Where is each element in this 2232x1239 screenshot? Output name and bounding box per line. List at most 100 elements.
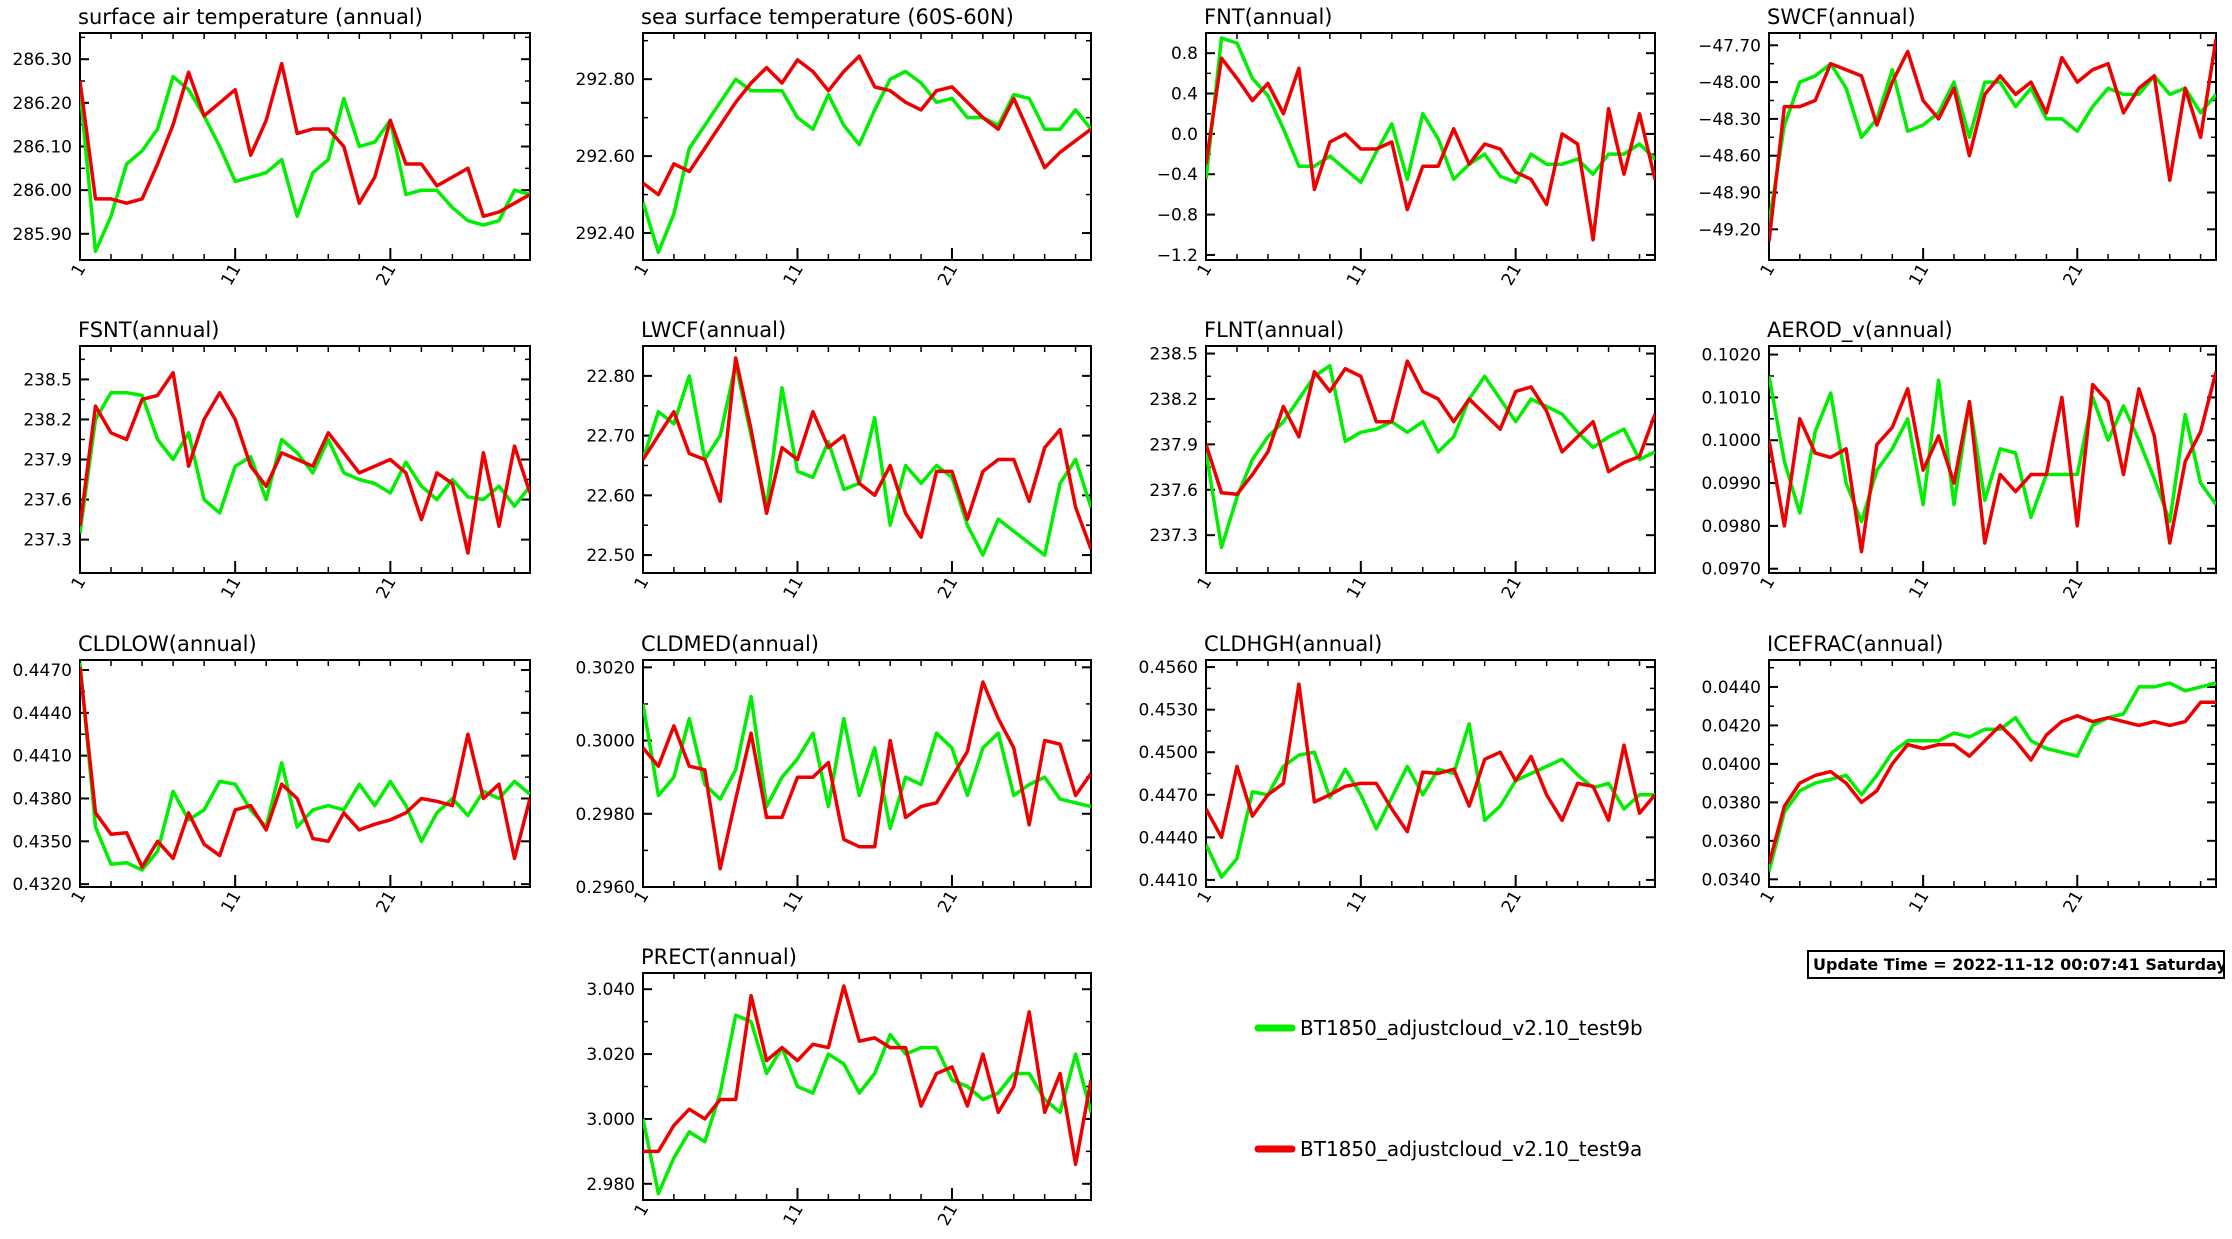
- x-tick-label: 1: [68, 261, 91, 280]
- x-tick-label: 21: [934, 1201, 962, 1230]
- x-tick-label: 21: [373, 574, 401, 603]
- chart-title: FLNT(annual): [1204, 318, 1344, 342]
- plot-frame: [1768, 32, 2217, 261]
- series-line: [1769, 375, 2216, 524]
- plot-frame: [79, 659, 531, 888]
- chart-panel: CLDLOW(annual) 0.4470 0.4440 0.4410 0.4380 0.…: [13, 632, 531, 916]
- chart-panel: AEROD_v(annual) 0.1020 0.1010 0.1000 0.0990 0…: [1702, 318, 2217, 603]
- series-line: [1206, 682, 1655, 840]
- y-tick-label: 238.2: [23, 410, 72, 430]
- chart-title: LWCF(annual): [641, 318, 786, 342]
- legend-label: BT1850_adjustcloud_v2.10_test9a: [1300, 1137, 1642, 1161]
- y-tick-label: 238.5: [23, 370, 72, 390]
- series-line: [80, 61, 530, 219]
- x-tick-label: 1: [631, 888, 654, 907]
- y-tick-label: 0.4440: [1139, 828, 1198, 848]
- y-tick-label: −47.70: [1698, 36, 1761, 56]
- y-tick-label: 0.1000: [1702, 431, 1761, 451]
- y-tick-label: −48.90: [1698, 184, 1761, 204]
- y-tick-label: 0.4: [1171, 85, 1198, 105]
- x-tick-label: 21: [2059, 574, 2087, 603]
- y-tick-label: 0.4350: [13, 832, 72, 852]
- x-tick-label: 1: [1194, 888, 1217, 907]
- series-line: [643, 69, 1091, 255]
- y-tick-label: 0.4470: [13, 661, 72, 681]
- legend-label: BT1850_adjustcloud_v2.10_test9b: [1300, 1016, 1643, 1040]
- chart-title: CLDHGH(annual): [1204, 632, 1382, 656]
- x-tick-label: 21: [2059, 888, 2087, 917]
- chart-title: surface air temperature (annual): [78, 5, 423, 29]
- plot-frame: [642, 32, 1092, 261]
- y-tick-label: 0.8: [1171, 44, 1198, 64]
- y-tick-label: 0.4470: [1139, 786, 1198, 806]
- chart-title: CLDMED(annual): [641, 632, 819, 656]
- y-tick-label: 0.2960: [576, 878, 635, 898]
- chart-title: AEROD_v(annual): [1767, 318, 1953, 343]
- x-tick-label: 21: [934, 261, 962, 290]
- x-tick-label: 11: [1343, 888, 1371, 917]
- y-tick-label: 0.2980: [576, 805, 635, 825]
- y-tick-label: 2.980: [586, 1175, 635, 1195]
- y-tick-label: 0.1010: [1702, 388, 1761, 408]
- x-tick-label: 21: [373, 261, 401, 290]
- y-tick-label: 237.9: [1149, 435, 1198, 455]
- y-tick-label: −48.30: [1698, 110, 1761, 130]
- y-tick-label: 238.5: [1149, 345, 1198, 365]
- plot-frame: [1205, 345, 1656, 574]
- x-tick-label: 1: [631, 1201, 654, 1220]
- plot-frame: [79, 345, 531, 574]
- y-tick-label: 286.10: [13, 138, 72, 158]
- plot-frame: [1768, 345, 2217, 574]
- y-tick-label: 292.80: [576, 70, 635, 90]
- series-line: [1769, 700, 2216, 865]
- plot-frame: [79, 32, 531, 261]
- y-tick-label: 238.2: [1149, 390, 1198, 410]
- y-tick-label: 22.60: [586, 486, 635, 506]
- series-line: [1769, 681, 2216, 873]
- x-tick-label: 11: [1905, 888, 1933, 917]
- y-tick-label: −49.20: [1698, 220, 1761, 240]
- plot-frame: [642, 972, 1092, 1201]
- x-tick-label: 1: [1757, 888, 1780, 907]
- x-tick-label: 1: [631, 574, 654, 593]
- series-line: [1206, 722, 1655, 879]
- x-tick-label: 1: [631, 261, 654, 280]
- y-tick-label: 0.0: [1171, 125, 1198, 145]
- series-line: [1206, 363, 1655, 550]
- y-tick-label: 0.0400: [1702, 755, 1761, 775]
- series-line: [80, 74, 530, 254]
- y-tick-label: 237.3: [23, 531, 72, 551]
- y-tick-label: 0.0970: [1702, 560, 1761, 580]
- y-tick-label: 237.9: [23, 451, 72, 471]
- x-tick-label: 1: [1757, 261, 1780, 280]
- plot-frame: [1768, 659, 2217, 888]
- legend-entry: BT1850_adjustcloud_v2.10_test9a: [1254, 1137, 1642, 1161]
- series-line: [643, 694, 1091, 831]
- series-line: [643, 680, 1091, 871]
- series-line: [643, 356, 1091, 550]
- chart-title: ICEFRAC(annual): [1767, 632, 1944, 656]
- y-tick-label: 3.020: [586, 1045, 635, 1065]
- x-tick-label: 11: [780, 888, 808, 917]
- series-line: [643, 984, 1091, 1167]
- series-line: [1206, 56, 1655, 242]
- series-line: [1206, 36, 1655, 185]
- series-line: [80, 666, 530, 869]
- x-tick-label: 11: [1905, 574, 1933, 603]
- y-tick-label: −1.2: [1157, 246, 1198, 266]
- series-line: [80, 370, 530, 555]
- chart-title: SWCF(annual): [1767, 5, 1916, 29]
- legend-entry: BT1850_adjustcloud_v2.10_test9b: [1254, 1016, 1643, 1040]
- x-tick-label: 21: [934, 888, 962, 917]
- chart-panel: SWCF(annual) −47.70 −48.00 −48.30 −48.60 −48.…: [1698, 5, 2217, 290]
- x-tick-label: 1: [68, 574, 91, 593]
- x-tick-label: 1: [68, 888, 91, 907]
- x-tick-label: 11: [1905, 261, 1933, 290]
- chart-title: PRECT(annual): [641, 945, 797, 969]
- y-tick-label: 0.0420: [1702, 716, 1761, 736]
- x-tick-label: 21: [1498, 261, 1526, 290]
